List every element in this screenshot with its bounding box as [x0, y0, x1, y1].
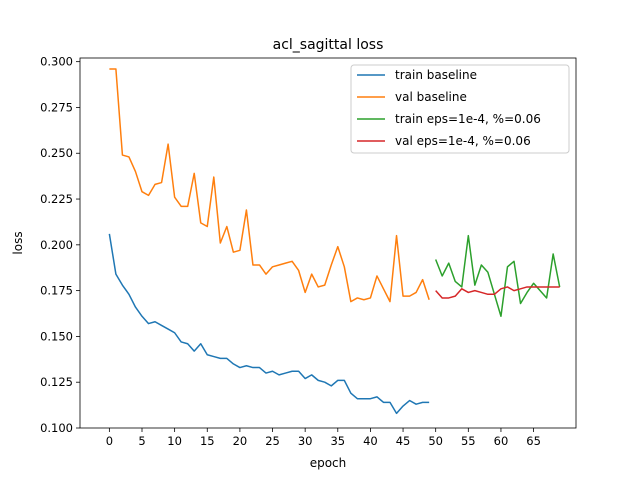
x-tick-label: 60	[494, 434, 509, 448]
x-tick-label: 55	[461, 434, 476, 448]
x-tick-label: 10	[167, 434, 182, 448]
y-tick-label: 0.275	[40, 100, 73, 114]
y-tick-label: 0.300	[40, 55, 73, 69]
legend-label-2: val baseline	[395, 90, 467, 104]
y-tick-label: 0.175	[40, 284, 73, 298]
x-tick-label: 45	[396, 434, 411, 448]
y-axis-label: loss	[11, 231, 25, 254]
legend-box	[350, 64, 570, 154]
legend-label-3: train eps=1e-4, %=0.06	[395, 112, 541, 126]
x-tick-label: 5	[138, 434, 145, 448]
y-tick-label: 0.250	[40, 146, 73, 160]
legend-label-4: val eps=1e-4, %=0.06	[395, 134, 531, 148]
chart-title: acl_sagittal loss	[273, 37, 384, 53]
y-tick-label: 0.200	[40, 238, 73, 252]
x-tick-label: 50	[428, 434, 443, 448]
x-tick-label: 20	[233, 434, 248, 448]
x-tick-label: 65	[526, 434, 541, 448]
y-tick-label: 0.225	[40, 192, 73, 206]
y-tick-label: 0.100	[40, 421, 73, 435]
series-line-1	[108, 233, 430, 415]
axes: 0 5 10 15 20 25 30 35 40 45 50 55 60 65 0.100 0.125 0.15…	[40, 55, 577, 448]
x-axis-label: epoch	[310, 456, 347, 470]
legend: train baseline val baseline train eps=1e-4…	[350, 64, 570, 154]
x-tick-label: 0	[106, 434, 113, 448]
plot-area	[108, 68, 561, 415]
x-tick-label: 40	[363, 434, 378, 448]
series-line-4	[435, 286, 560, 299]
legend-label-1: train baseline	[395, 68, 477, 82]
x-tick-label: 15	[200, 434, 215, 448]
y-tick-label: 0.150	[40, 329, 73, 343]
x-tick-label: 25	[265, 434, 280, 448]
x-tick-label: 30	[298, 434, 313, 448]
x-tick-label: 35	[330, 434, 345, 448]
y-tick-label: 0.125	[40, 375, 73, 389]
series-line-2	[109, 68, 430, 303]
axes-frame	[79, 57, 577, 429]
series-line-3	[434, 234, 561, 318]
